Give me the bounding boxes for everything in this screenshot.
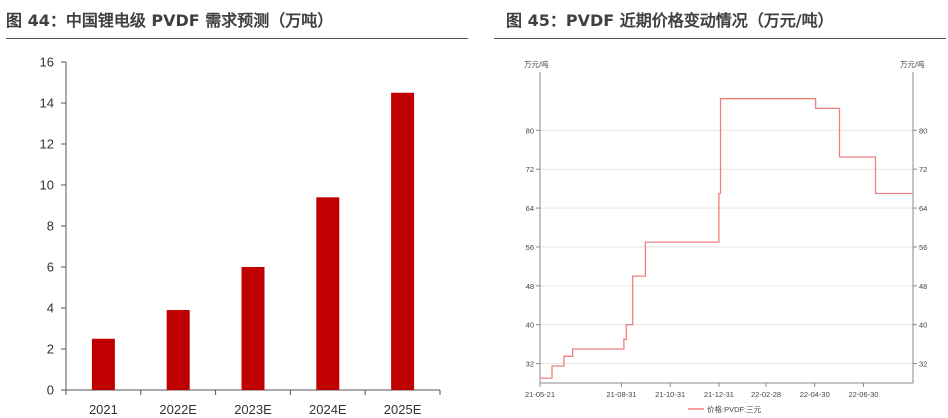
- bar-2025E: [391, 92, 415, 390]
- x-tick-label: 2022E: [159, 402, 197, 417]
- y-tick-label: 14: [40, 96, 54, 111]
- y-tick-label: 12: [40, 137, 54, 152]
- x-tick-label: 21-05-21: [525, 390, 555, 399]
- legend-label: 价格:PVDF:三元: [707, 404, 762, 414]
- title-divider-left: [6, 38, 468, 39]
- y-tick-label-left: 80: [526, 126, 534, 135]
- y-tick-label-left: 32: [526, 360, 534, 369]
- bar-2024E: [316, 197, 340, 390]
- price-series-line: [540, 98, 913, 379]
- y-tick-label-left: 48: [526, 282, 534, 291]
- bar-2022E: [166, 310, 190, 390]
- y-tick-label: 4: [47, 301, 54, 316]
- y-tick-label-right: 80: [919, 126, 927, 135]
- x-tick-label: 2025E: [384, 402, 422, 417]
- x-tick-label: 22-06-30: [848, 390, 878, 399]
- x-tick-label: 22-02-28: [751, 390, 781, 399]
- y-tick-label: 2: [47, 342, 54, 357]
- y-unit-right: 万元/吨: [900, 59, 925, 69]
- y-tick-label: 8: [47, 219, 54, 234]
- y-tick-label-right: 56: [919, 243, 927, 252]
- bar-2021: [91, 338, 115, 390]
- y-tick-label-right: 72: [919, 165, 927, 174]
- y-tick-label-right: 64: [919, 204, 927, 213]
- y-tick-label-right: 32: [919, 360, 927, 369]
- x-tick-label: 21-10-31: [655, 390, 685, 399]
- x-tick-label: 2023E: [234, 402, 272, 417]
- y-tick-label: 0: [47, 383, 54, 398]
- y-unit-left: 万元/吨: [524, 59, 549, 69]
- x-tick-label: 2024E: [309, 402, 347, 417]
- y-tick-label: 6: [47, 260, 54, 275]
- x-tick-label: 21-08-31: [606, 390, 636, 399]
- y-tick-label-right: 40: [919, 321, 927, 330]
- y-tick-label: 10: [40, 178, 54, 193]
- title-divider-right: [494, 38, 946, 39]
- chart-title-demand: 图 44：中国锂电级 PVDF 需求预测（万吨）: [6, 11, 334, 30]
- x-tick-label: 21-12-31: [704, 390, 734, 399]
- y-tick-label-left: 56: [526, 243, 534, 252]
- x-tick-label: 22-04-30: [800, 390, 830, 399]
- y-tick-label-left: 72: [526, 165, 534, 174]
- demand-bar-chart: 0 2 4 6 8 10 12 14 16 2021 2022E 2023E 2024E 2025E: [40, 55, 441, 417]
- y-tick-label: 16: [40, 55, 54, 70]
- y-tick-label-right: 48: [919, 282, 927, 291]
- y-tick-label-left: 40: [526, 321, 534, 330]
- chart-title-price: 图 45：PVDF 近期价格变动情况（万元/吨）: [506, 11, 834, 30]
- bar-2023E: [241, 267, 265, 390]
- y-tick-label-left: 64: [526, 204, 534, 213]
- x-tick-label: 2021: [89, 402, 118, 417]
